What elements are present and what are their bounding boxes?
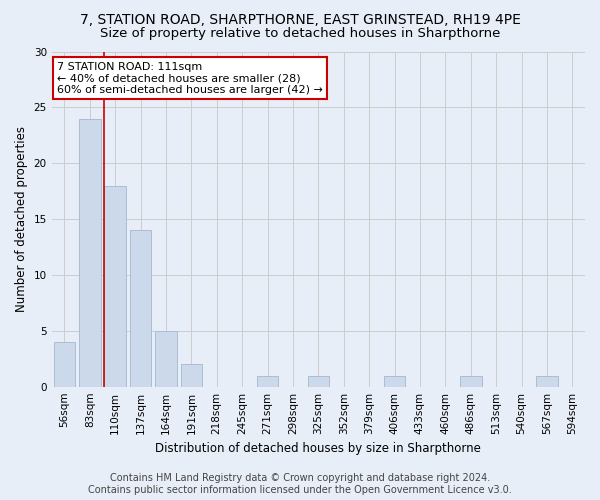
Bar <box>79 118 101 386</box>
Bar <box>384 376 406 386</box>
Bar <box>130 230 151 386</box>
Bar <box>53 342 75 386</box>
Bar <box>308 376 329 386</box>
Text: Contains HM Land Registry data © Crown copyright and database right 2024.
Contai: Contains HM Land Registry data © Crown c… <box>88 474 512 495</box>
X-axis label: Distribution of detached houses by size in Sharpthorne: Distribution of detached houses by size … <box>155 442 481 455</box>
Bar <box>460 376 482 386</box>
Text: Size of property relative to detached houses in Sharpthorne: Size of property relative to detached ho… <box>100 28 500 40</box>
Bar <box>257 376 278 386</box>
Y-axis label: Number of detached properties: Number of detached properties <box>15 126 28 312</box>
Bar <box>536 376 557 386</box>
Text: 7, STATION ROAD, SHARPTHORNE, EAST GRINSTEAD, RH19 4PE: 7, STATION ROAD, SHARPTHORNE, EAST GRINS… <box>80 12 520 26</box>
Bar <box>155 331 177 386</box>
Bar <box>104 186 126 386</box>
Text: 7 STATION ROAD: 111sqm
← 40% of detached houses are smaller (28)
60% of semi-det: 7 STATION ROAD: 111sqm ← 40% of detached… <box>57 62 323 95</box>
Bar <box>181 364 202 386</box>
